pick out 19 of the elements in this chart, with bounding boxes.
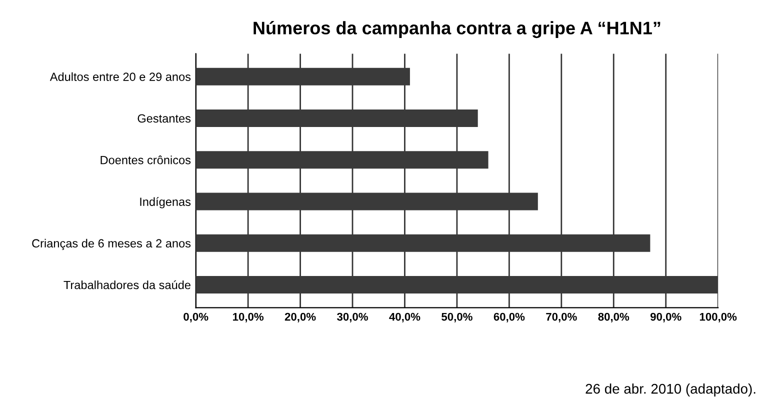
x-tick-label: 10,0% xyxy=(233,312,264,322)
x-tick-label: 30,0% xyxy=(337,312,368,322)
x-tick-label: 100,0% xyxy=(700,312,737,322)
x-tick-label: 50,0% xyxy=(442,312,472,322)
y-tick-label: Indígenas xyxy=(140,197,191,208)
x-tick-label: 40,0% xyxy=(389,312,420,322)
x-tick-label: 90,0% xyxy=(650,312,682,322)
y-tick-label: Doentes crônicos xyxy=(100,156,191,164)
y-tick-label: Trabalhadores da saúde xyxy=(64,280,190,290)
x-tick-label: 20,0% xyxy=(284,312,316,322)
x-tick-label: 80,0% xyxy=(598,312,630,322)
x-tick-label: 0,0% xyxy=(184,312,208,322)
y-tick-label: Crianças de 6 meses a 2 anos xyxy=(32,238,191,250)
y-tick-label: Adultos entre 20 e 29 anos xyxy=(50,72,191,81)
chart-title: Números da campanha contra a gripe A “H1N1” xyxy=(254,21,660,38)
text: 26 de abr. 2010 (adaptado). xyxy=(586,384,756,396)
y-tick-label: Gestantes xyxy=(138,114,191,123)
x-tick-label: 60,0% xyxy=(494,312,525,322)
x-tick-label: 70,0% xyxy=(546,312,577,322)
